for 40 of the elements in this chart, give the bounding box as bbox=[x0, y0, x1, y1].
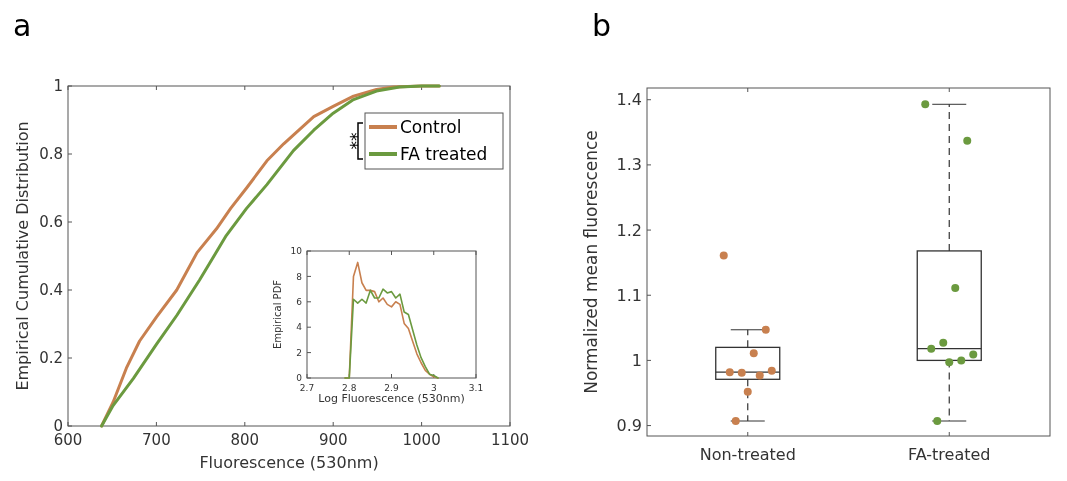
y-tick-label: 0.2 bbox=[39, 349, 63, 368]
y-tick-label: 0.4 bbox=[39, 281, 63, 300]
y-tick-label: 1.1 bbox=[616, 285, 642, 305]
x-tick-label: 2.8 bbox=[342, 383, 357, 393]
x-tick-label: 3 bbox=[430, 383, 437, 393]
y-tick-label: 10 bbox=[290, 246, 303, 257]
x-tick-label: 1100 bbox=[490, 431, 530, 449]
y-axis-title: Normalized mean fluorescence bbox=[581, 130, 601, 394]
y-tick-label: 1 bbox=[53, 77, 63, 96]
y-axis-title: Empirical Cumulative Distribution bbox=[13, 121, 32, 391]
y-tick-label: 0 bbox=[296, 373, 303, 384]
line-series bbox=[344, 288, 439, 379]
y-tick-label: 1.3 bbox=[616, 155, 642, 175]
x-tick-label: 2.7 bbox=[299, 383, 315, 393]
chart-title: b bbox=[592, 8, 612, 43]
legend-label: Control bbox=[400, 117, 462, 137]
y-tick-label: 1 bbox=[631, 351, 642, 370]
y-tick-label: 0.8 bbox=[39, 145, 63, 164]
x-axis-title: Log Fluorescence (530nm) bbox=[318, 392, 465, 405]
y-tick-label: 4 bbox=[296, 322, 303, 333]
y-tick-label: 1.2 bbox=[616, 220, 642, 240]
x-tick-label: 900 bbox=[318, 431, 348, 449]
x-tick-label: 1000 bbox=[402, 431, 441, 449]
x-tick-label: 700 bbox=[142, 431, 171, 449]
x-tick-label: 2.9 bbox=[384, 383, 399, 393]
y-tick-label: 1.4 bbox=[616, 90, 642, 110]
y-axis-title: Empirical PDF bbox=[272, 279, 283, 350]
y-tick-label: 0.6 bbox=[39, 213, 63, 232]
y-tick-label: 2 bbox=[296, 347, 302, 358]
annotation: ** bbox=[341, 132, 361, 150]
x-tick-label: 800 bbox=[230, 431, 260, 449]
x-tick-label: Non-treated bbox=[699, 445, 796, 464]
x-tick-label: 3.1 bbox=[468, 383, 484, 393]
chart-title: a bbox=[13, 8, 32, 43]
y-tick-label: 6 bbox=[296, 296, 303, 307]
x-axis-title: Fluorescence (530nm) bbox=[199, 453, 379, 472]
x-tick-label: FA-treated bbox=[907, 445, 991, 464]
y-tick-label: 8 bbox=[296, 271, 303, 282]
legend-label: FA treated bbox=[400, 144, 488, 164]
y-tick-label: 0.9 bbox=[616, 416, 642, 436]
